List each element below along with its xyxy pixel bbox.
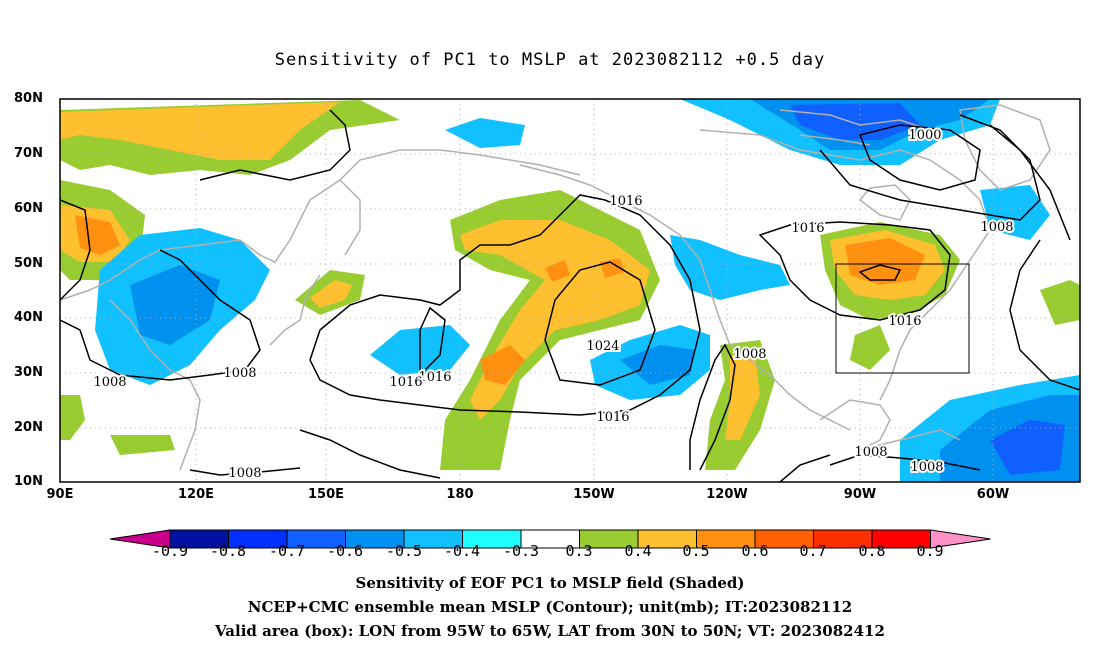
lat-label: 10N: [14, 474, 43, 489]
contour-label: 1016: [791, 221, 824, 236]
colorbar-label: -0.5: [385, 542, 423, 560]
contour-label: 1016: [596, 410, 629, 425]
lon-label: 150W: [573, 487, 615, 502]
contour-1008-arctic: [819, 114, 1041, 221]
contour-caribbean-2: [779, 454, 831, 482]
negative-area-arctic-max: [790, 103, 920, 140]
colorbar-label: -0.8: [209, 542, 247, 560]
contour-label: 1016: [888, 314, 921, 329]
contour-label: 1000: [908, 128, 941, 143]
contour-1008-baja: [689, 343, 736, 471]
positive-area-philippines: [110, 435, 175, 455]
lon-label: 90E: [46, 487, 74, 502]
negative-area-caribbean-max: [990, 420, 1065, 475]
colorbar-label: 0.4: [624, 542, 652, 560]
contour-label: 1008: [910, 460, 943, 475]
contour-west-pacific: [299, 429, 441, 479]
colorbar-label: -0.4: [443, 542, 481, 560]
shaded-sensitivity: [60, 99, 1080, 482]
colorbar-label: 0.5: [682, 542, 710, 560]
positive-area-florida: [850, 325, 890, 370]
colorbar-label: 0.9: [916, 542, 944, 560]
colorbar-label: 0.7: [799, 542, 827, 560]
colorbar-label: -0.3: [502, 542, 540, 560]
coastline-gulf: [819, 399, 961, 451]
positive-area-pacific-max: [480, 345, 525, 385]
contour-1008-east-asia: [60, 249, 261, 381]
contour-atlantic: [1009, 239, 1080, 391]
negative-area-greenland: [980, 185, 1050, 240]
positive-area-siberia-core: [60, 102, 340, 160]
negative-area-east-pacific-core: [620, 345, 695, 385]
colorbar-arrow-right: [930, 529, 991, 549]
colorbar-label: -0.6: [326, 542, 364, 560]
caption-line-1: Sensitivity of EOF PC1 to MSLP field (Sh…: [355, 574, 745, 592]
contour-label: 1008: [228, 466, 261, 481]
valid-area-box: [835, 263, 970, 374]
lon-label: 150E: [307, 487, 345, 502]
colorbar-label: 0.8: [858, 542, 886, 560]
negative-area-gulf-alaska: [670, 235, 790, 300]
coastline-canada: [699, 129, 991, 401]
colorbar: [109, 529, 991, 549]
positive-area-india: [60, 395, 85, 440]
contour-label-group: 1016 1016 1000 1008 1016 1016 1024 1008 …: [91, 126, 1015, 483]
colorbar-label: -0.7: [268, 542, 306, 560]
negative-area-bering: [445, 118, 525, 148]
contour-1016-inner: [419, 306, 446, 377]
positive-area-pacific-max-2: [545, 260, 570, 282]
contour-label: 1008: [980, 220, 1013, 235]
contour-label: 1008: [854, 445, 887, 460]
coastline-greenland: [959, 104, 1051, 191]
colorbar-label: 0.3: [565, 542, 593, 560]
contour-1008-caribbean: [829, 454, 981, 471]
contour-label: 1016: [609, 194, 642, 209]
coastline-kamchatka: [339, 179, 361, 256]
positive-area-atlantic: [1040, 280, 1080, 325]
lat-label: 80N: [14, 91, 43, 106]
colorbar-label: 0.6: [741, 542, 769, 560]
positive-area-north-america-max: [845, 238, 925, 285]
contour-north-america-low: [858, 264, 902, 281]
coastline-japan: [269, 274, 321, 346]
contour-label: 1024: [586, 339, 619, 354]
positive-area-japan-core: [310, 280, 352, 308]
negative-area-china-core: [130, 265, 220, 345]
coastline-hudson: [858, 184, 911, 221]
lon-label: 60W: [976, 487, 1010, 502]
lat-label: 50N: [14, 256, 43, 271]
lat-label: 20N: [14, 420, 43, 435]
lon-label: 120E: [177, 487, 215, 502]
colorbar-label: -0.9: [151, 542, 189, 560]
lat-label: 60N: [14, 201, 43, 216]
contour-1024-pacific-high: [544, 261, 656, 386]
lat-label: 70N: [14, 146, 43, 161]
contour-1008-west-asia: [60, 199, 91, 301]
map-frame: [59, 98, 1081, 483]
contour-label: 1008: [93, 375, 126, 390]
contour-label: 1008: [223, 366, 256, 381]
contour-1008-south-asia: [189, 467, 301, 476]
contour-siberia: [199, 109, 351, 181]
coastline-asia: [60, 149, 581, 301]
caption-line-3: Valid area (box): LON from 95W to 65W, L…: [215, 622, 885, 640]
contour-1016-pacific-high: [309, 194, 701, 416]
lon-label: 180: [446, 487, 474, 502]
mslp-contours: [60, 109, 1080, 482]
lon-label: 90W: [843, 487, 877, 502]
contour-atlantic-2: [989, 124, 1071, 241]
contour-1016-north-america: [758, 221, 951, 321]
lat-label: 40N: [14, 310, 43, 325]
contour-label: 1008: [733, 347, 766, 362]
map-title: Sensitivity of PC1 to MSLP at 2023082112…: [274, 50, 826, 70]
coastline-alaska: [519, 164, 851, 431]
caption-line-2: NCEP+CMC ensemble mean MSLP (Contour); u…: [247, 598, 853, 616]
lat-label: 30N: [14, 365, 43, 380]
contour-1000-arctic: [858, 124, 981, 191]
lon-label: 120W: [706, 487, 748, 502]
contour-label: 1016: [389, 375, 422, 390]
contour-label: 1016: [418, 370, 451, 385]
